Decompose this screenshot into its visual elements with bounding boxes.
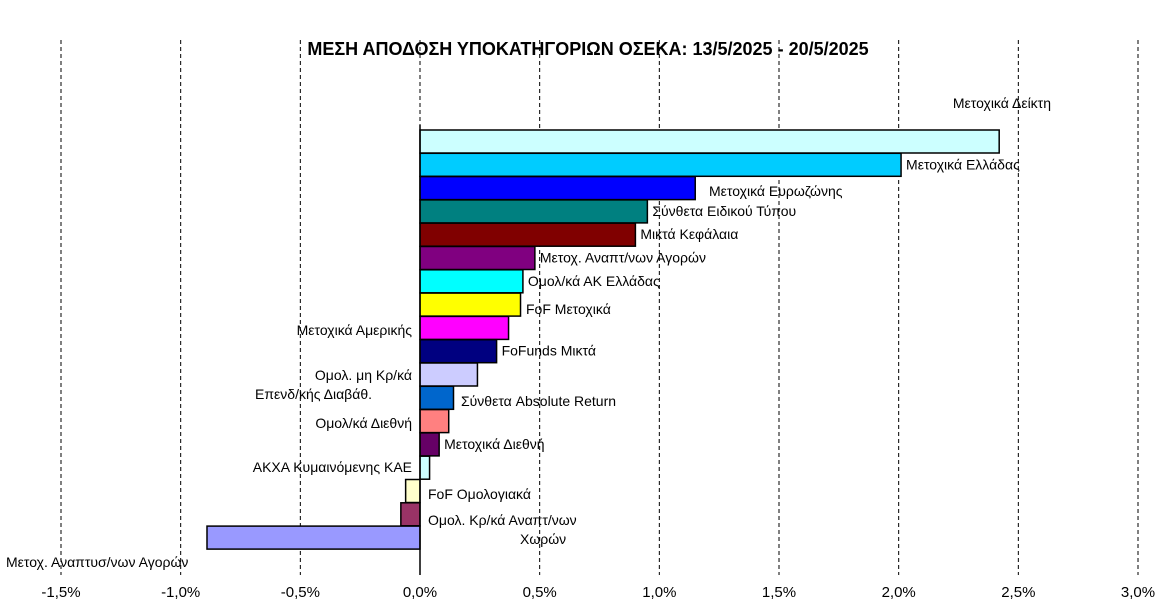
bar: [419, 222, 637, 247]
x-tick-label: 0,5%: [523, 584, 557, 601]
x-tick-label: 2,5%: [1001, 584, 1035, 601]
x-tick-label: -1,0%: [161, 584, 200, 601]
bar-label: Ομολ/κά Διεθνή: [315, 415, 412, 431]
bar-label: Σύνθετα Absolute Return: [461, 393, 616, 409]
bar: [419, 338, 498, 364]
bar: [419, 315, 510, 341]
bar-label: Ομολ. Κρ/κά Αναπτ/νων Χωρών: [428, 512, 577, 547]
bar: [419, 408, 450, 434]
bar: [419, 152, 902, 178]
x-tick-label: 1,5%: [762, 584, 796, 601]
chart-title: ΜΕΣΗ ΑΠΟΔΟΣΗ ΥΠΟΚΑΤΗΓΟΡΙΩΝ ΟΣΕΚΑ: 13/5/2…: [307, 39, 868, 59]
bar-label: Σύνθετα Ειδικού Τύπου: [652, 203, 796, 219]
bar-label: Μετοχ. Αναπτ/νων Αγορών: [540, 250, 706, 266]
bar-label: Μετοχικά Διεθνή: [444, 436, 544, 452]
bar-label: Ομολ. μη Κρ/κά Επενδ/κής Διαβάθ.: [255, 367, 412, 402]
bar: [419, 432, 440, 457]
bar-label: FoF Ομολογιακά: [428, 486, 531, 502]
bar-label: Μετοχικά Δείκτη: [953, 95, 1051, 111]
bar-label: Μετοχ. Αναπτυσ/νων Αγορών: [6, 554, 188, 570]
x-tick-labels: -1,5% -1,0% -0,5% 0,0% 0,5% 1,0% 1,5% 2,0% 2,5% 3…: [41, 584, 1155, 601]
bar: [419, 269, 524, 294]
x-tick-label: 1,0%: [642, 584, 676, 601]
x-tick-label: 2,0%: [882, 584, 916, 601]
bar-label: FoFunds Μικτά: [502, 343, 596, 359]
bar: [404, 478, 421, 504]
bars-group: [206, 129, 1000, 550]
bar: [419, 245, 536, 271]
bar: [419, 362, 479, 387]
bar: [419, 385, 455, 411]
bar: [419, 455, 431, 480]
x-tick-label: -0,5%: [281, 584, 320, 601]
bar: [419, 175, 696, 201]
x-tick-label: -1,5%: [41, 584, 80, 601]
bar: [419, 292, 522, 317]
bar-label: Μετοχικά Αμερικής: [297, 322, 413, 338]
bar: [419, 199, 649, 224]
x-tick-label: 3,0%: [1121, 584, 1155, 601]
bar: [400, 502, 421, 527]
bar: [206, 525, 421, 550]
bar-label: Μικτά Κεφάλαια: [640, 226, 738, 242]
bar-label: Μετοχικά Ελλάδας: [906, 156, 1020, 172]
bar-labels-group: Μετοχικά Δείκτη Μετοχικά Ελλάδας Μετοχικά …: [6, 95, 1051, 570]
bar-label: FoF Μετοχικά: [526, 301, 611, 317]
bar-label: Μετοχικά Ευρωζώνης: [709, 183, 843, 199]
bar-label: Ομολ/κά ΑΚ Ελλάδας: [528, 273, 660, 289]
x-tick-label: 0,0%: [403, 584, 437, 601]
bar-label: ΑΚΧΑ Κυμαινόμενης ΚΑΕ: [253, 459, 412, 475]
bar: [419, 129, 1000, 154]
